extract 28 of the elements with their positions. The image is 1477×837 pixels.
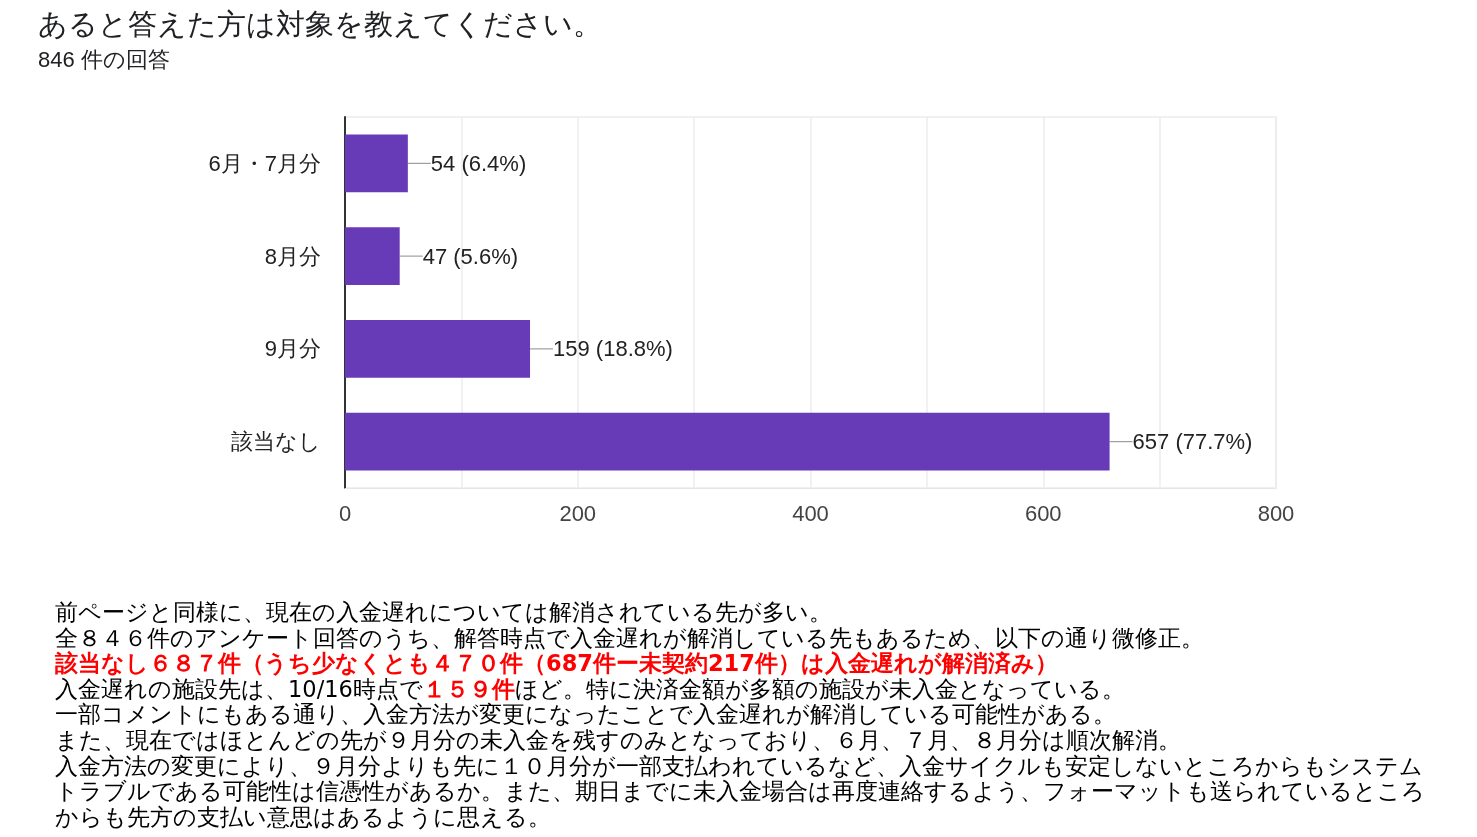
bar xyxy=(345,134,408,193)
text: ほど。特に決済金額が多額の施設が未入金となっている。 xyxy=(514,675,1125,702)
text: 846 件の回答 xyxy=(38,46,170,72)
chart-title: あると答えた方は対象を教えてください。 xyxy=(38,7,602,40)
bar xyxy=(345,412,1110,471)
y-tick-label: 該当なし xyxy=(231,429,321,455)
text: 全８４６件のアンケート回答のうち、解答時点で入金遅れが解消している先もあるため、以下の通り微修正。 xyxy=(55,624,1204,651)
data-label: 54 (6.4%) xyxy=(430,150,527,176)
text: 該当なし６８７件（うち少なくとも４７０件（687件ー未契約217件）は入金遅れが解消済み） xyxy=(55,650,1058,677)
y-tick-label: 9月分 xyxy=(264,336,321,362)
x-tick-label: 200 xyxy=(559,500,597,526)
text: 一部コメントにもある通り、入金方法が変更になったことで入金遅れが解消している可能性がある。 xyxy=(55,701,1116,728)
text: １５９件 xyxy=(422,675,515,702)
bar xyxy=(345,320,531,378)
x-tick-label: 600 xyxy=(1024,500,1062,526)
text: 入金方法の変更により、９月分よりも先に１０月分が一部支払われているなど、入金サイクルも安定しないところからもシステムトラブルである可能性は信憑性があるか。また、期日までに未入金場合は再度連絡するよう、フォーマットも送られているところからも先方の支払い意思はあるように思える。 xyxy=(55,752,1425,830)
data-label: 657 (77.7%) xyxy=(1132,429,1253,455)
y-tick-label: 6月・7月分 xyxy=(208,150,321,176)
data-label: 47 (5.6%) xyxy=(422,243,519,269)
bar xyxy=(345,227,400,285)
x-tick-label: 0 xyxy=(338,500,352,526)
x-tick-label: 400 xyxy=(792,500,829,526)
x-tick-label: 800 xyxy=(1257,500,1295,526)
text: また、現在ではほとんどの先が９月分の未入金を残すのみとなっており、６月、７月、８月分は順次解消。 xyxy=(55,726,1181,753)
y-tick-label: 8月分 xyxy=(264,243,321,269)
text: 前ページと同様に、現在の入金遅れについては解消されている先が多い。 xyxy=(55,599,832,625)
data-label: 159 (18.8%) xyxy=(553,336,673,362)
text: 入金遅れの施設先は、10/16時点で xyxy=(55,675,423,702)
